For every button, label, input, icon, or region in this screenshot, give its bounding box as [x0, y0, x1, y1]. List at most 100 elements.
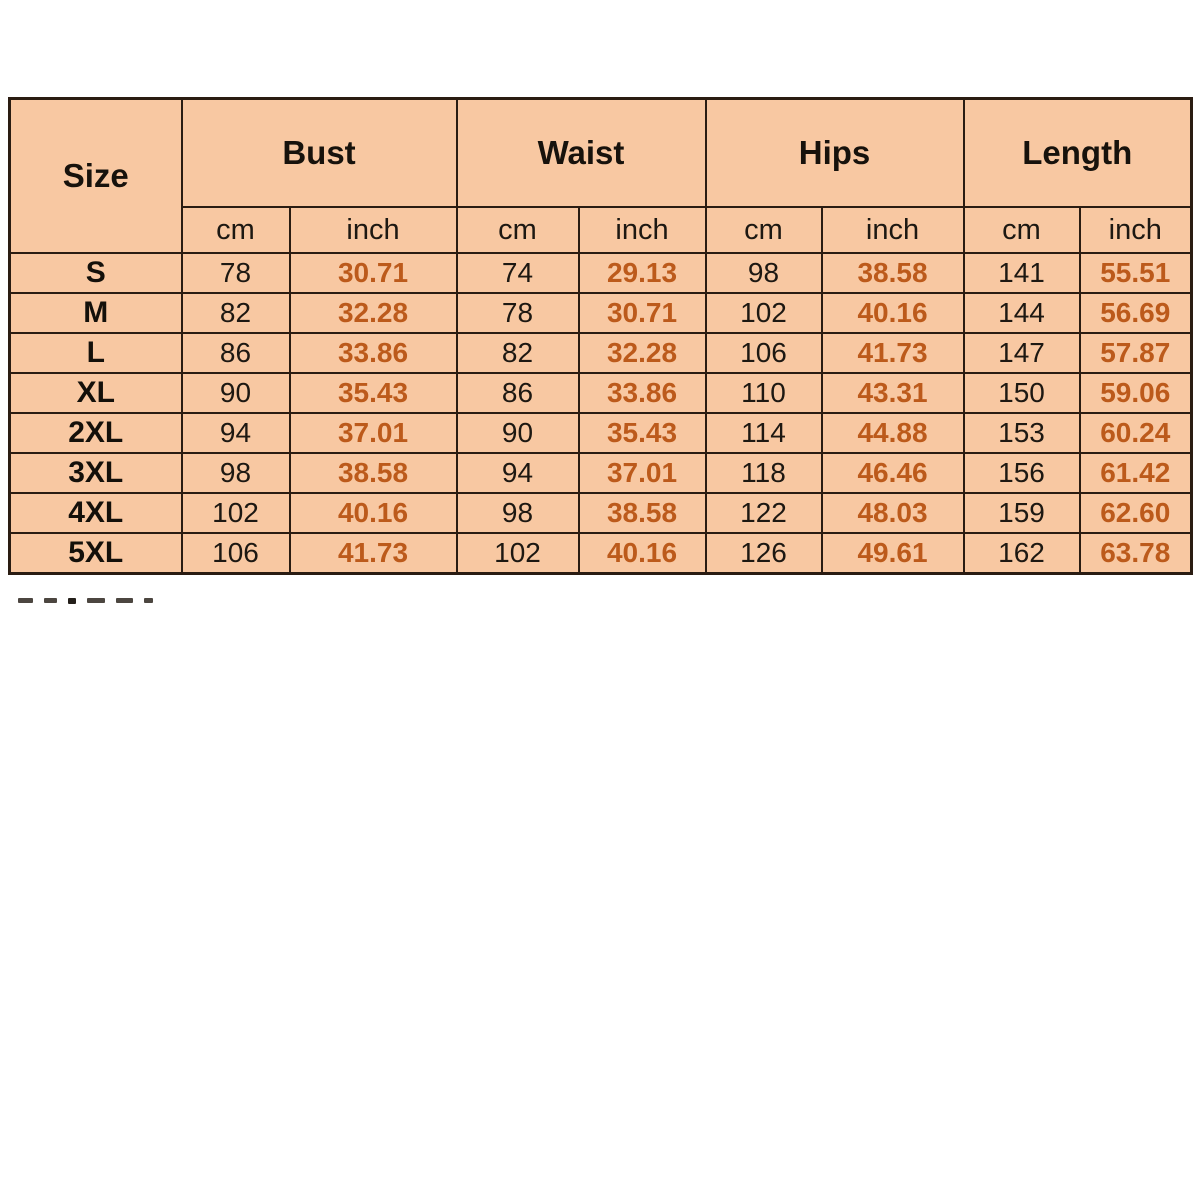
- size-chart-table: Size Bust Waist Hips Length cm inch cm i…: [8, 97, 1193, 575]
- bust-inch-cell: 41.73: [288, 532, 458, 575]
- size-cell: S: [8, 252, 183, 294]
- bust-cm-cell: 86: [180, 332, 291, 374]
- size-cell: 4XL: [8, 492, 183, 534]
- hips-inch-cell: 49.61: [820, 532, 965, 575]
- length-inch-cell: 59.06: [1078, 372, 1193, 414]
- table-row-4xl: 4XL 102 40.16 98 38.58 122 48.03 159 62.…: [8, 492, 1193, 534]
- group-header-bust: Bust: [180, 97, 458, 208]
- bust-inch-cell: 40.16: [288, 492, 458, 534]
- size-cell: M: [8, 292, 183, 334]
- table-row-l: L 86 33.86 82 32.28 106 41.73 147 57.87: [8, 332, 1193, 374]
- bust-cm-cell: 82: [180, 292, 291, 334]
- bust-inch-cell: 32.28: [288, 292, 458, 334]
- table-row-3xl: 3XL 98 38.58 94 37.01 118 46.46 156 61.4…: [8, 452, 1193, 494]
- clipped-glyph-top: [87, 598, 105, 603]
- length-inch-cell: 60.24: [1078, 412, 1193, 454]
- length-cm-cell: 156: [962, 452, 1081, 494]
- hips-cm-cell: 118: [704, 452, 823, 494]
- group-header-waist: Waist: [455, 97, 707, 208]
- length-inch-cell: 62.60: [1078, 492, 1193, 534]
- unit-header-length-inch: inch: [1078, 206, 1193, 254]
- hips-inch-cell: 38.58: [820, 252, 965, 294]
- waist-inch-cell: 32.28: [577, 332, 707, 374]
- table-row-s: S 78 30.71 74 29.13 98 38.58 141 55.51: [8, 252, 1193, 294]
- waist-inch-cell: 33.86: [577, 372, 707, 414]
- size-column-header: Size: [8, 97, 183, 254]
- waist-inch-cell: 38.58: [577, 492, 707, 534]
- table-row-xl: XL 90 35.43 86 33.86 110 43.31 150 59.06: [8, 372, 1193, 414]
- group-header-hips: Hips: [704, 97, 965, 208]
- unit-header-bust-cm: cm: [180, 206, 291, 254]
- waist-cm-cell: 86: [455, 372, 580, 414]
- hips-inch-cell: 40.16: [820, 292, 965, 334]
- clipped-glyph-top: [116, 598, 133, 603]
- waist-cm-cell: 98: [455, 492, 580, 534]
- bust-inch-cell: 38.58: [288, 452, 458, 494]
- bust-inch-cell: 35.43: [288, 372, 458, 414]
- table-row-5xl: 5XL 106 41.73 102 40.16 126 49.61 162 63…: [8, 532, 1193, 575]
- hips-inch-cell: 44.88: [820, 412, 965, 454]
- unit-header-hips-cm: cm: [704, 206, 823, 254]
- hips-cm-cell: 98: [704, 252, 823, 294]
- bust-inch-cell: 30.71: [288, 252, 458, 294]
- length-cm-cell: 159: [962, 492, 1081, 534]
- length-inch-cell: 63.78: [1078, 532, 1193, 575]
- size-cell: 5XL: [8, 532, 183, 575]
- length-cm-cell: 162: [962, 532, 1081, 575]
- hips-cm-cell: 122: [704, 492, 823, 534]
- unit-header-hips-inch: inch: [820, 206, 965, 254]
- hips-cm-cell: 126: [704, 532, 823, 575]
- length-inch-cell: 55.51: [1078, 252, 1193, 294]
- group-header-row: Size Bust Waist Hips Length: [8, 97, 1193, 254]
- bust-cm-cell: 78: [180, 252, 291, 294]
- table-row-2xl: 2XL 94 37.01 90 35.43 114 44.88 153 60.2…: [8, 412, 1193, 454]
- length-cm-cell: 147: [962, 332, 1081, 374]
- bust-inch-cell: 37.01: [288, 412, 458, 454]
- size-cell: 2XL: [8, 412, 183, 454]
- hips-inch-cell: 46.46: [820, 452, 965, 494]
- unit-header-row: cm inch cm inch cm inch cm inch: [10, 206, 1193, 254]
- size-cell: L: [8, 332, 183, 374]
- waist-cm-cell: 74: [455, 252, 580, 294]
- length-cm-cell: 153: [962, 412, 1081, 454]
- waist-cm-cell: 102: [455, 532, 580, 575]
- clipped-glyph-top: [144, 598, 153, 603]
- length-inch-cell: 61.42: [1078, 452, 1193, 494]
- bust-cm-cell: 106: [180, 532, 291, 575]
- waist-inch-cell: 40.16: [577, 532, 707, 575]
- hips-cm-cell: 110: [704, 372, 823, 414]
- waist-cm-cell: 90: [455, 412, 580, 454]
- waist-inch-cell: 35.43: [577, 412, 707, 454]
- waist-cm-cell: 82: [455, 332, 580, 374]
- hips-cm-cell: 102: [704, 292, 823, 334]
- waist-inch-cell: 30.71: [577, 292, 707, 334]
- bust-cm-cell: 94: [180, 412, 291, 454]
- hips-cm-cell: 106: [704, 332, 823, 374]
- length-cm-cell: 144: [962, 292, 1081, 334]
- length-cm-cell: 141: [962, 252, 1081, 294]
- waist-cm-cell: 94: [455, 452, 580, 494]
- clipped-glyph-top: [18, 598, 33, 603]
- length-inch-cell: 57.87: [1078, 332, 1193, 374]
- waist-cm-cell: 78: [455, 292, 580, 334]
- unit-header-bust-inch: inch: [288, 206, 458, 254]
- waist-inch-cell: 37.01: [577, 452, 707, 494]
- table-row-m: M 82 32.28 78 30.71 102 40.16 144 56.69: [8, 292, 1193, 334]
- bust-cm-cell: 98: [180, 452, 291, 494]
- hips-inch-cell: 48.03: [820, 492, 965, 534]
- hips-inch-cell: 43.31: [820, 372, 965, 414]
- unit-header-waist-cm: cm: [455, 206, 580, 254]
- length-cm-cell: 150: [962, 372, 1081, 414]
- bust-cm-cell: 90: [180, 372, 291, 414]
- clipped-glyph-top: [44, 598, 57, 603]
- clipped-glyph-top: [68, 598, 76, 604]
- hips-cm-cell: 114: [704, 412, 823, 454]
- length-inch-cell: 56.69: [1078, 292, 1193, 334]
- bust-inch-cell: 33.86: [288, 332, 458, 374]
- group-header-length: Length: [962, 97, 1193, 208]
- size-cell: 3XL: [8, 452, 183, 494]
- size-cell: XL: [8, 372, 183, 414]
- unit-header-waist-inch: inch: [577, 206, 707, 254]
- clipped-text-fragment: [18, 598, 153, 604]
